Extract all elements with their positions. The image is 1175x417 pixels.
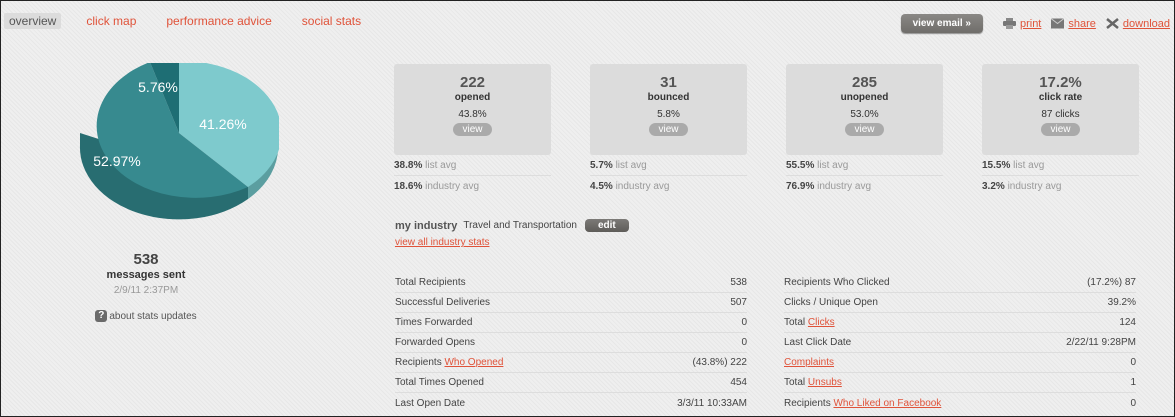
industry-title: my industry: [395, 219, 458, 232]
card-click-rate: 17.2% click rate 87 clicks view 15.5% li…: [982, 64, 1139, 196]
stat-row: Recipients Who Opened (43.8%) 222: [395, 353, 747, 373]
tab-click-map[interactable]: click map: [86, 14, 137, 28]
clicks-link[interactable]: Clicks: [807, 317, 835, 328]
card-bounced: 31 bounced 5.8% view 5.7% list avg 4.5% …: [590, 64, 747, 196]
report-tabs: overview click map performance advice so…: [4, 13, 386, 29]
complaints-link[interactable]: Complaints: [784, 357, 835, 368]
download-link[interactable]: download: [1122, 17, 1170, 30]
stat-row: Complaints 0: [784, 353, 1136, 373]
view-opened-button[interactable]: view: [453, 123, 492, 136]
pie-chart-area: 41.26% 5.76% 52.97%: [61, 63, 291, 243]
card-number: 17.2%: [1039, 74, 1082, 91]
card-number: 31: [660, 74, 677, 91]
print-link[interactable]: print: [1019, 17, 1042, 30]
messages-sent-label: messages sent: [106, 269, 186, 281]
stat-row: Last Click Date 2/22/11 9:28PM: [784, 333, 1136, 353]
excel-icon: [1106, 18, 1119, 29]
industry-value: Travel and Transportation: [463, 220, 577, 231]
list-avg-row: 38.8% list avg: [394, 155, 551, 176]
sent-date: 2/9/11 2:37PM: [113, 285, 179, 296]
card-percent: 43.8%: [458, 109, 487, 120]
share-action[interactable]: share: [1051, 18, 1096, 30]
card-number: 222: [459, 74, 486, 91]
stat-row: Clicks / Unique Open 39.2%: [784, 293, 1136, 313]
view-unopened-button[interactable]: view: [845, 123, 884, 136]
print-action[interactable]: print: [1002, 17, 1042, 30]
card-label: click rate: [1038, 92, 1083, 103]
list-avg-row: 5.7% list avg: [590, 155, 747, 176]
card-percent: 5.8%: [657, 109, 680, 120]
about-stats-label: about stats updates: [109, 310, 197, 322]
messages-sent-count: 538: [133, 251, 159, 268]
industry-avg-row: 76.9% industry avg: [786, 181, 872, 192]
stat-row: Recipients Who Liked on Facebook 0: [784, 397, 1136, 409]
who-liked-on-facebook-link[interactable]: Who Liked on Facebook: [833, 397, 942, 409]
pie-chart: 41.26% 5.76% 52.97%: [79, 63, 279, 243]
about-stats-updates-link[interactable]: ? about stats updates: [95, 310, 197, 322]
stat-row: Forwarded Opens 0: [395, 333, 747, 353]
stat-row: Total Recipients 538: [395, 273, 747, 293]
card-percent: 87 clicks: [1041, 109, 1080, 120]
stat-row: Last Open Date 3/3/11 10:33AM: [395, 397, 747, 409]
card-label: opened: [454, 92, 491, 103]
industry-avg-row: 3.2% industry avg: [982, 181, 1062, 192]
slice-label-unopened: 52.97%: [93, 153, 140, 169]
stat-row: Successful Deliveries 507: [395, 293, 747, 313]
top-actions: view email » print share download: [900, 14, 1170, 33]
list-avg-row: 15.5% list avg: [982, 155, 1139, 176]
stat-row: Times Forwarded 0: [395, 313, 747, 333]
edit-industry-button[interactable]: edit: [584, 219, 629, 232]
card-unopened: 285 unopened 53.0% view 55.5% list avg 7…: [786, 64, 943, 196]
industry-avg-row: 18.6% industry avg: [394, 181, 480, 192]
stat-row: Total Times Opened 454: [395, 373, 747, 393]
card-label: bounced: [647, 92, 690, 103]
slice-label-bounced: 5.76%: [138, 79, 178, 95]
share-link[interactable]: share: [1068, 17, 1096, 30]
tab-social-stats[interactable]: social stats: [301, 14, 362, 28]
industry-avg-row: 4.5% industry avg: [590, 181, 670, 192]
slice-label-opened: 41.26%: [199, 116, 246, 132]
stat-row: Recipients Who Clicked (17.2%) 87: [784, 273, 1136, 293]
stat-cards: 222 opened 43.8% view 38.8% list avg 18.…: [394, 64, 1175, 196]
view-bounced-button[interactable]: view: [649, 123, 688, 136]
download-action[interactable]: download: [1106, 18, 1170, 30]
industry-section: my industry Travel and Transportation ed…: [395, 219, 629, 248]
tab-overview[interactable]: overview: [4, 13, 62, 29]
stats-table-right: Recipients Who Clicked (17.2%) 87 Clicks …: [784, 273, 1136, 413]
messages-sent-summary: 538 messages sent 2/9/11 2:37PM ? about …: [1, 251, 291, 322]
view-clicks-button[interactable]: view: [1041, 123, 1080, 136]
envelope-icon: [1051, 18, 1065, 29]
stat-row: Total Unsubs 1: [784, 373, 1136, 393]
help-icon: ?: [95, 310, 108, 322]
card-number: 285: [851, 74, 878, 91]
view-all-industry-stats-link[interactable]: view all industry stats: [395, 237, 490, 248]
card-percent: 53.0%: [850, 109, 879, 120]
card-label: unopened: [840, 92, 889, 103]
who-opened-link[interactable]: Who Opened: [444, 357, 504, 368]
pie-chart-svg: 41.26% 5.76% 52.97%: [79, 63, 279, 220]
card-opened: 222 opened 43.8% view 38.8% list avg 18.…: [394, 64, 551, 196]
list-avg-row: 55.5% list avg: [786, 155, 943, 176]
tab-performance-advice[interactable]: performance advice: [166, 14, 272, 28]
unsubs-link[interactable]: Unsubs: [807, 377, 842, 388]
stats-table-left: Total Recipients 538 Successful Deliverie…: [395, 273, 747, 413]
stat-row: Total Clicks 124: [784, 313, 1136, 333]
printer-icon: [1002, 18, 1016, 29]
view-email-button[interactable]: view email »: [900, 14, 983, 33]
